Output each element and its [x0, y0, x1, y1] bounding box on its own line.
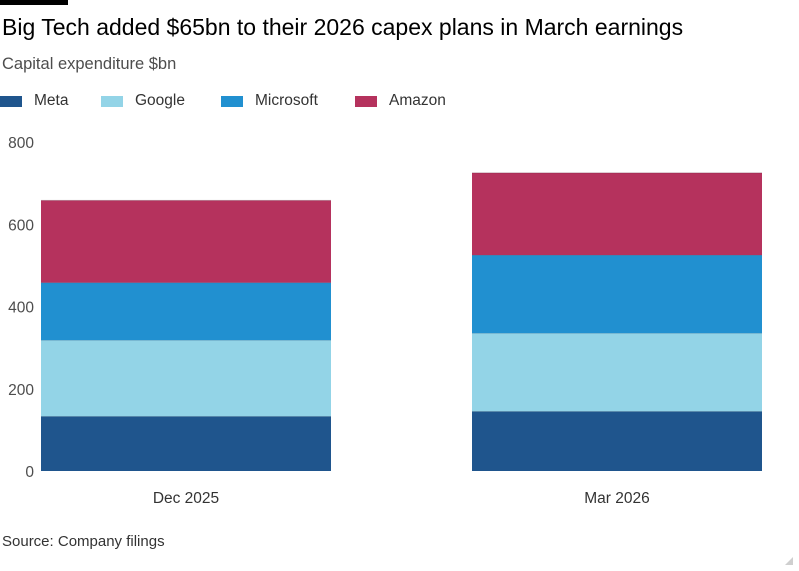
legend-swatch-amazon — [355, 95, 377, 107]
resize-corner-icon — [785, 557, 793, 565]
bar-segment-meta-2 — [472, 411, 762, 471]
bar-segment-meta-1 — [41, 416, 331, 471]
legend-label-microsoft: Microsoft — [255, 92, 318, 109]
x-category-label: Mar 2026 — [584, 490, 649, 507]
legend-label-google: Google — [135, 92, 185, 109]
legend-label-amazon: Amazon — [389, 92, 446, 109]
brand-bar — [0, 0, 68, 5]
bar-segment-amazon-1 — [41, 200, 331, 283]
y-tick-label: 200 — [8, 382, 34, 399]
chart-title: Big Tech added $65bn to their 2026 capex… — [2, 14, 684, 40]
bar-segment-amazon-2 — [472, 172, 762, 256]
bar-segment-google-1 — [41, 340, 331, 417]
legend-item-google: Google — [101, 92, 185, 110]
legend-label-meta: Meta — [34, 92, 69, 109]
chart-legend: Meta Google Microsoft Amazon — [0, 92, 799, 110]
legend-swatch-microsoft — [221, 95, 243, 107]
x-category-label: Dec 2025 — [153, 490, 219, 507]
bar-segment-microsoft-1 — [41, 282, 331, 341]
legend-swatch-google — [101, 95, 123, 107]
legend-item-amazon: Amazon — [355, 92, 446, 110]
legend-item-microsoft: Microsoft — [221, 92, 318, 110]
y-tick-label: 0 — [25, 464, 34, 481]
legend-item-meta: Meta — [0, 92, 68, 110]
y-tick-label: 600 — [8, 217, 34, 234]
chart-subtitle: Capital expenditure $bn — [2, 55, 177, 73]
stacked-bar-chart: 0 200 400 600 800 Dec 2025 Mar 2026 — [8, 135, 762, 507]
bar-segment-google-2 — [472, 333, 762, 412]
source-note: Source: Company filings — [2, 533, 165, 550]
bar-segment-microsoft-2 — [472, 255, 762, 334]
y-tick-label: 800 — [8, 135, 34, 152]
legend-swatch-meta — [0, 95, 22, 107]
y-tick-label: 400 — [8, 300, 34, 317]
